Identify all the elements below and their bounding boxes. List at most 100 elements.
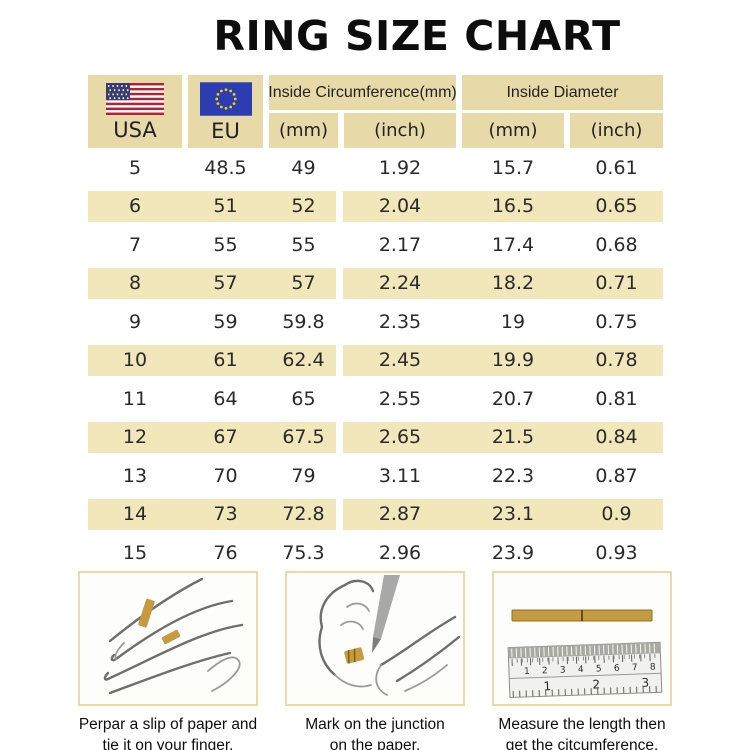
header-usa: USA bbox=[88, 75, 182, 148]
cell-circumference-mm: 49 bbox=[291, 156, 316, 179]
cell-usa: 11 bbox=[122, 387, 148, 410]
table-row: 9 59 59.8 2.35 19 0.75 bbox=[88, 306, 663, 338]
instruction-card-1: Perpar a slip of paper and tie it on you… bbox=[78, 571, 258, 750]
card-1-illustration bbox=[78, 571, 258, 706]
cell-diameter-mm: 19 bbox=[500, 310, 526, 333]
cell-eu: 61 bbox=[213, 349, 238, 372]
cell-circumference-mm: 79 bbox=[291, 464, 316, 487]
cell-diameter-inch: 0.75 bbox=[595, 310, 638, 333]
table-row: 8 57 57 2.24 18.2 0.71 bbox=[88, 267, 663, 299]
card-1-caption: Perpar a slip of paper and tie it on you… bbox=[78, 716, 258, 750]
diameter-group-label: Inside Diameter bbox=[506, 83, 619, 101]
header-circumference-mm: (mm) bbox=[269, 113, 338, 148]
svg-text:1: 1 bbox=[524, 667, 530, 677]
cell-eu: 73 bbox=[213, 503, 238, 526]
cell-eu: 70 bbox=[213, 464, 238, 487]
cell-diameter-mm: 15.7 bbox=[491, 156, 535, 179]
cell-diameter-inch: 0.9 bbox=[601, 503, 632, 526]
cell-usa: 12 bbox=[122, 426, 148, 449]
cell-usa: 9 bbox=[128, 310, 142, 333]
cell-diameter-inch: 0.81 bbox=[595, 387, 638, 410]
table-row: 12 67 67.5 2.65 21.5 0.84 bbox=[88, 421, 663, 453]
cell-circumference-inch: 2.04 bbox=[378, 195, 422, 218]
row-highlight-right bbox=[343, 267, 663, 299]
cell-circumference-inch: 2.96 bbox=[378, 541, 422, 564]
cell-diameter-mm: 21.5 bbox=[491, 426, 535, 449]
table-row: 14 73 72.8 2.87 23.1 0.9 bbox=[88, 498, 663, 530]
row-highlight-left bbox=[88, 421, 336, 453]
svg-text:1: 1 bbox=[543, 679, 551, 693]
instruction-card-2: Mark on the junction on the paper. bbox=[285, 571, 465, 750]
svg-text:3: 3 bbox=[560, 666, 566, 676]
cell-eu: 76 bbox=[213, 541, 238, 564]
cell-diameter-mm: 23.1 bbox=[491, 503, 535, 526]
header-circumference-inch: (inch) bbox=[344, 113, 456, 148]
cell-eu: 67 bbox=[213, 426, 238, 449]
cell-usa: 7 bbox=[128, 233, 142, 256]
cell-circumference-inch: 2.55 bbox=[378, 387, 422, 410]
cell-eu: 64 bbox=[213, 387, 238, 410]
row-highlight-left bbox=[88, 344, 336, 376]
cell-circumference-inch: 3.11 bbox=[378, 464, 422, 487]
cell-diameter-inch: 0.84 bbox=[595, 426, 638, 449]
table-row: 10 61 62.4 2.45 19.9 0.78 bbox=[88, 344, 663, 376]
table-row: 6 51 52 2.04 16.5 0.65 bbox=[88, 190, 663, 222]
cell-eu: 59 bbox=[213, 310, 238, 333]
cell-circumference-inch: 1.92 bbox=[378, 156, 422, 179]
cell-circumference-mm: 65 bbox=[291, 387, 316, 410]
svg-text:2: 2 bbox=[592, 677, 600, 691]
row-highlight-right bbox=[343, 498, 663, 530]
row-highlight-right bbox=[343, 421, 663, 453]
svg-text:5: 5 bbox=[596, 664, 602, 674]
cell-circumference-inch: 2.17 bbox=[378, 233, 422, 256]
cell-eu: 51 bbox=[213, 195, 238, 218]
row-highlight-left bbox=[88, 267, 336, 299]
header-diameter-group: Inside Diameter bbox=[462, 75, 663, 110]
header-diameter-inch: (inch) bbox=[570, 113, 663, 148]
instruction-cards: Perpar a slip of paper and tie it on you… bbox=[78, 571, 672, 750]
cell-circumference-inch: 2.45 bbox=[378, 349, 422, 372]
cell-diameter-inch: 0.61 bbox=[595, 156, 638, 179]
cell-usa: 13 bbox=[122, 464, 148, 487]
cell-diameter-inch: 0.71 bbox=[595, 272, 638, 295]
card-2-caption: Mark on the junction on the paper. bbox=[305, 716, 445, 750]
cell-circumference-mm: 52 bbox=[291, 195, 316, 218]
cell-usa: 8 bbox=[128, 272, 142, 295]
svg-text:4: 4 bbox=[578, 665, 584, 675]
cell-eu: 57 bbox=[213, 272, 238, 295]
row-highlight-left bbox=[88, 498, 336, 530]
table-body: 5 48.5 49 1.92 15.7 0.61 6 51 52 2.04 16… bbox=[88, 152, 663, 569]
instruction-card-3: 1 2 3 4 5 6 7 8 1 2 3 bbox=[492, 571, 672, 750]
table-header: USA EU Inside Circumferen bbox=[88, 75, 663, 148]
table-row: 15 76 75.3 2.96 23.9 0.93 bbox=[88, 537, 663, 569]
row-highlight-right bbox=[343, 344, 663, 376]
table-row: 7 55 55 2.17 17.4 0.68 bbox=[88, 229, 663, 261]
header-eu-label: EU bbox=[211, 119, 240, 143]
card-3-caption: Measure the length then get the citcumfe… bbox=[498, 716, 666, 750]
svg-text:8: 8 bbox=[650, 662, 656, 672]
cell-usa: 15 bbox=[122, 541, 148, 564]
cell-circumference-inch: 2.24 bbox=[378, 272, 422, 295]
cell-diameter-inch: 0.68 bbox=[595, 233, 638, 256]
cell-diameter-inch: 0.78 bbox=[595, 349, 638, 372]
eu-flag-icon bbox=[199, 82, 252, 116]
cell-circumference-inch: 2.35 bbox=[378, 310, 422, 333]
cell-diameter-mm: 23.9 bbox=[491, 541, 535, 564]
svg-text:2: 2 bbox=[542, 666, 548, 676]
cell-usa: 5 bbox=[128, 156, 142, 179]
hand-with-paper-strip-icon bbox=[103, 577, 244, 695]
cell-diameter-inch: 0.93 bbox=[595, 541, 638, 564]
cell-diameter-mm: 20.7 bbox=[491, 387, 535, 410]
cell-circumference-mm: 57 bbox=[291, 272, 316, 295]
page-title: RING SIZE CHART bbox=[213, 12, 621, 60]
cell-diameter-mm: 19.9 bbox=[491, 349, 535, 372]
svg-text:3: 3 bbox=[641, 676, 649, 690]
cell-usa: 14 bbox=[122, 503, 148, 526]
cell-diameter-mm: 17.4 bbox=[491, 233, 535, 256]
header-eu: EU bbox=[188, 75, 263, 148]
card-2-illustration bbox=[285, 571, 465, 706]
table-row: 11 64 65 2.55 20.7 0.81 bbox=[88, 383, 663, 415]
pen-marking-junction-icon bbox=[318, 575, 461, 696]
cell-circumference-inch: 2.65 bbox=[378, 426, 422, 449]
